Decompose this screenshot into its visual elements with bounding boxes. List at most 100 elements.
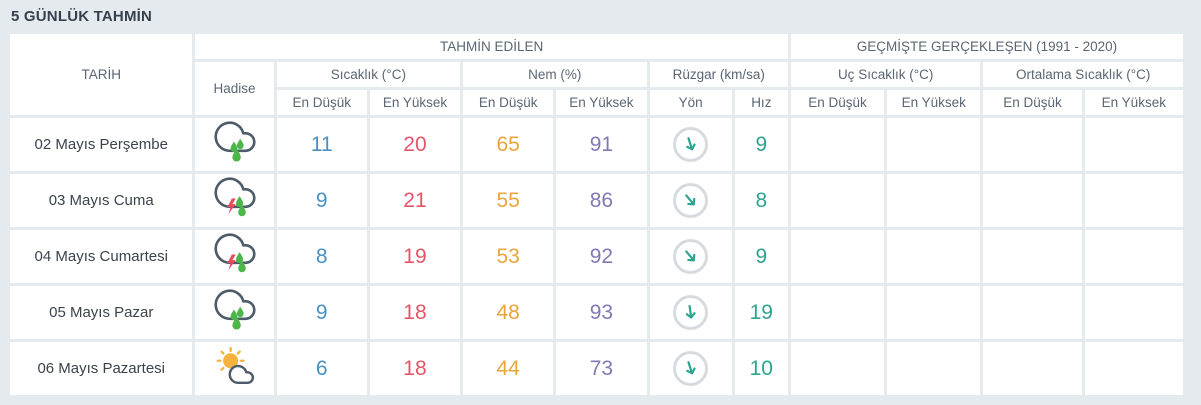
humidity-min-header: En Düşük xyxy=(463,90,554,115)
wind-direction-arrow-icon xyxy=(673,295,709,330)
extreme-temperature-header: Uç Sıcaklık (°C) xyxy=(790,62,981,87)
humidity-header: Nem (%) xyxy=(463,62,647,87)
wind-direction-cell xyxy=(649,230,732,283)
temp-max-cell: 20 xyxy=(369,118,461,171)
humidity-min-cell: 55 xyxy=(463,174,554,227)
wind-speed-cell: 10 xyxy=(734,342,788,395)
header-row-minmax: En Düşük En Yüksek En Düşük En Yüksek Yö… xyxy=(10,90,1183,115)
rainy-icon xyxy=(212,289,258,331)
partly-cloudy-icon xyxy=(212,345,258,387)
past-extreme-max-cell xyxy=(887,118,981,171)
weather-event-cell xyxy=(195,118,274,171)
temp-max-cell: 18 xyxy=(369,286,461,339)
wind-direction-cell xyxy=(649,174,732,227)
past-average-max-cell xyxy=(1084,286,1183,339)
temp-min-cell: 8 xyxy=(276,230,367,283)
wind-speed-cell: 19 xyxy=(734,286,788,339)
table-row: 03 Mayıs Cuma 9 21 55 86 8 xyxy=(10,174,1183,227)
average-max-header: En Yüksek xyxy=(1084,90,1183,115)
extreme-min-header: En Düşük xyxy=(790,90,885,115)
wind-speed-cell: 9 xyxy=(734,118,788,171)
table-row: 02 Mayıs Perşembe 11 20 65 91 9 xyxy=(10,118,1183,171)
past-extreme-max-cell xyxy=(887,174,981,227)
wind-direction-cell xyxy=(649,118,732,171)
humidity-min-cell: 53 xyxy=(463,230,554,283)
rainy-icon xyxy=(212,121,258,163)
past-extreme-min-cell xyxy=(790,342,885,395)
past-extreme-max-cell xyxy=(887,342,981,395)
wind-direction-arrow-icon xyxy=(673,239,709,274)
header-row-groups: TARİH TAHMİN EDİLEN GEÇMİŞTE GERÇEKLEŞEN… xyxy=(10,34,1183,115)
temp-min-cell: 9 xyxy=(276,174,367,227)
forecast-table: TARİH TAHMİN EDİLEN GEÇMİŞTE GERÇEKLEŞEN… xyxy=(7,31,1186,398)
date-cell: 06 Mayıs Pazartesi xyxy=(10,342,193,395)
past-average-max-cell xyxy=(1084,342,1183,395)
date-column-header: TARİH xyxy=(10,34,193,115)
past-average-min-cell xyxy=(983,342,1082,395)
page-title: 5 GÜNLÜK TAHMİN xyxy=(11,8,153,25)
humidity-min-cell: 48 xyxy=(463,286,554,339)
table-row: 05 Mayıs Pazar 9 18 48 93 19 xyxy=(10,286,1183,339)
past-average-min-cell xyxy=(983,118,1082,171)
humidity-max-cell: 92 xyxy=(556,230,647,283)
humidity-max-cell: 91 xyxy=(556,118,647,171)
past-extreme-min-cell xyxy=(790,174,885,227)
weather-event-cell xyxy=(195,230,274,283)
table-row: 06 Mayıs Pazartesi 6 18 44 73 10 xyxy=(10,342,1183,395)
average-min-header: En Düşük xyxy=(983,90,1082,115)
temp-min-cell: 6 xyxy=(276,342,367,395)
past-extreme-min-cell xyxy=(790,118,885,171)
wind-speed-cell: 8 xyxy=(734,174,788,227)
humidity-max-cell: 86 xyxy=(556,174,647,227)
wind-direction-cell xyxy=(649,342,732,395)
wind-direction-arrow-icon xyxy=(673,127,709,162)
temp-max-cell: 18 xyxy=(369,342,461,395)
past-extreme-min-cell xyxy=(790,286,885,339)
past-extreme-max-cell xyxy=(887,286,981,339)
past-group-header: GEÇMİŞTE GERÇEKLEŞEN (1991 - 2020) xyxy=(790,34,1183,59)
humidity-min-cell: 65 xyxy=(463,118,554,171)
date-cell: 03 Mayıs Cuma xyxy=(10,174,193,227)
wind-header: Rüzgar (km/sa) xyxy=(649,62,788,87)
weather-event-cell xyxy=(195,174,274,227)
table-row: 04 Mayıs Cumartesi 8 19 53 92 9 xyxy=(10,230,1183,283)
extreme-max-header: En Yüksek xyxy=(887,90,981,115)
temp-min-cell: 9 xyxy=(276,286,367,339)
header-row-categories: Hadise Sıcaklık (°C) Nem (%) Rüzgar (km/… xyxy=(10,62,1183,115)
date-cell: 05 Mayıs Pazar xyxy=(10,286,193,339)
date-cell: 02 Mayıs Perşembe xyxy=(10,118,193,171)
forecast-group-header: TAHMİN EDİLEN xyxy=(195,34,788,59)
past-average-max-cell xyxy=(1084,174,1183,227)
humidity-min-cell: 44 xyxy=(463,342,554,395)
wind-direction-arrow-icon xyxy=(673,351,709,386)
wind-direction-cell xyxy=(649,286,732,339)
humidity-max-cell: 73 xyxy=(556,342,647,395)
wind-speed-cell: 9 xyxy=(734,230,788,283)
past-average-max-cell xyxy=(1084,230,1183,283)
date-cell: 04 Mayıs Cumartesi xyxy=(10,230,193,283)
thunderstorm-icon xyxy=(212,233,258,275)
event-column-header: Hadise xyxy=(195,62,274,115)
wind-direction-header: Yön xyxy=(649,90,732,115)
thunderstorm-icon xyxy=(212,177,258,219)
temp-max-cell: 21 xyxy=(369,174,461,227)
temp-max-cell: 19 xyxy=(369,230,461,283)
temp-min-header: En Düşük xyxy=(276,90,367,115)
wind-speed-header: Hız xyxy=(734,90,788,115)
humidity-max-cell: 93 xyxy=(556,286,647,339)
wind-direction-arrow-icon xyxy=(673,183,709,218)
temp-min-cell: 11 xyxy=(276,118,367,171)
past-average-min-cell xyxy=(983,286,1082,339)
past-extreme-max-cell xyxy=(887,230,981,283)
past-extreme-min-cell xyxy=(790,230,885,283)
past-average-min-cell xyxy=(983,174,1082,227)
past-average-min-cell xyxy=(983,230,1082,283)
weather-event-cell xyxy=(195,342,274,395)
past-average-max-cell xyxy=(1084,118,1183,171)
average-temperature-header: Ortalama Sıcaklık (°C) xyxy=(983,62,1183,87)
temperature-header: Sıcaklık (°C) xyxy=(276,62,461,87)
humidity-max-header: En Yüksek xyxy=(556,90,647,115)
temp-max-header: En Yüksek xyxy=(369,90,461,115)
weather-event-cell xyxy=(195,286,274,339)
